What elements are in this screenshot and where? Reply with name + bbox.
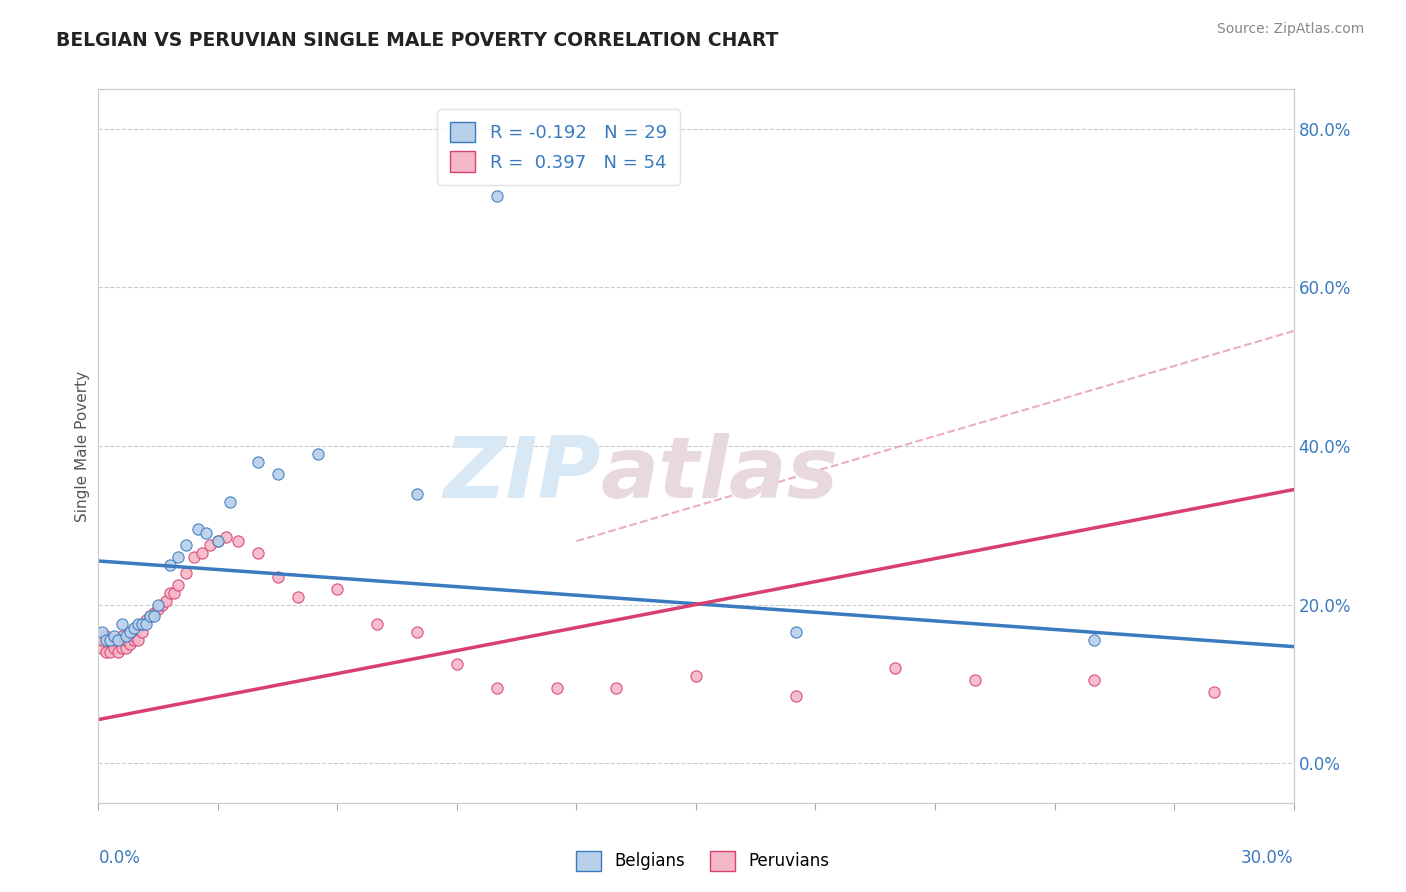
Point (1083, 673, 1105, 687)
Point (111, 617, 134, 632)
Point (215, 530, 238, 544)
Point (159, 558, 181, 572)
Point (96, 645, 118, 659)
Point (167, 549, 190, 564)
Point (785, 689, 807, 703)
Point (103, 633, 125, 648)
Point (605, 681, 627, 695)
Point (187, 522, 209, 536)
Point (446, 657, 468, 671)
Point (103, 629, 125, 643)
Point (884, 661, 907, 675)
Point (1202, 685, 1225, 699)
Point (91, 625, 114, 640)
Point (107, 633, 129, 648)
Point (150, 598, 173, 612)
Point (120, 625, 142, 640)
Text: ZIP: ZIP (443, 433, 600, 516)
Point (485, 681, 508, 695)
Point (785, 625, 807, 640)
Point (366, 617, 388, 632)
Point (143, 609, 166, 624)
Point (96, 633, 118, 648)
Point (307, 447, 329, 461)
Point (148, 598, 170, 612)
Point (267, 467, 290, 481)
Point (96, 629, 118, 643)
Point (98, 645, 122, 659)
Point (103, 641, 125, 656)
Point (135, 617, 157, 632)
Point (135, 614, 157, 628)
Point (111, 641, 134, 656)
Point (98, 633, 122, 648)
Legend: Belgians, Peruvians: Belgians, Peruvians (568, 842, 838, 880)
Point (139, 609, 162, 624)
Point (174, 566, 197, 580)
Point (246, 455, 269, 469)
Point (143, 606, 166, 620)
Point (120, 637, 142, 651)
Point (115, 629, 138, 643)
Point (183, 549, 205, 564)
Point (267, 570, 290, 584)
Point (546, 681, 568, 695)
Text: Source: ZipAtlas.com: Source: ZipAtlas.com (1216, 22, 1364, 37)
Point (124, 633, 146, 648)
Point (107, 645, 129, 659)
Point (195, 526, 218, 541)
Point (115, 633, 138, 648)
Point (124, 629, 146, 643)
Text: BELGIAN VS PERUVIAN SINGLE MALE POVERTY CORRELATION CHART: BELGIAN VS PERUVIAN SINGLE MALE POVERTY … (56, 31, 779, 50)
Point (131, 625, 153, 640)
Point (115, 641, 138, 656)
Point (91, 633, 114, 648)
Point (685, 669, 707, 683)
Point (167, 578, 190, 592)
Point (219, 494, 242, 508)
Point (139, 609, 162, 624)
Point (131, 617, 153, 632)
Text: atlas: atlas (600, 433, 838, 516)
Y-axis label: Single Male Poverty: Single Male Poverty (75, 370, 90, 522)
Point (124, 621, 146, 635)
Point (91, 641, 114, 656)
Point (107, 633, 129, 648)
Point (485, 189, 508, 203)
Point (127, 617, 149, 632)
Point (287, 590, 309, 604)
Point (148, 601, 170, 615)
Point (207, 534, 229, 549)
Point (246, 546, 269, 560)
Point (207, 534, 229, 549)
Point (226, 534, 249, 549)
Point (163, 585, 186, 599)
Point (174, 538, 197, 552)
Point (159, 585, 181, 599)
Legend: R = -0.192   N = 29, R =  0.397   N = 54: R = -0.192 N = 29, R = 0.397 N = 54 (437, 109, 679, 185)
Point (127, 621, 149, 635)
Point (1083, 633, 1105, 648)
Point (326, 582, 349, 596)
Point (191, 546, 214, 560)
Point (131, 617, 153, 632)
Point (963, 673, 986, 687)
Point (127, 633, 149, 648)
Point (120, 625, 142, 640)
Point (406, 625, 429, 640)
Point (111, 629, 134, 643)
Point (406, 486, 429, 500)
Point (98, 633, 122, 648)
Point (198, 538, 221, 552)
Point (155, 593, 177, 607)
Text: 0.0%: 0.0% (98, 849, 141, 867)
Text: 30.0%: 30.0% (1241, 849, 1294, 867)
